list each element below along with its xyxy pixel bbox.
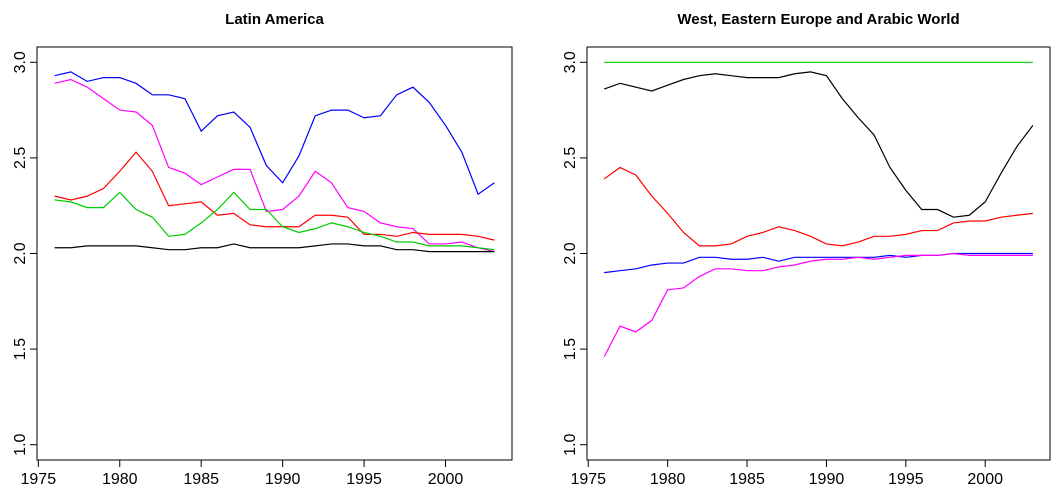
y-tick-label: 1.5	[12, 338, 29, 360]
x-tick-label: 1980	[650, 471, 686, 488]
series-line	[54, 71, 495, 196]
series-line	[54, 151, 495, 241]
y-tick-label: 2.5	[12, 147, 29, 169]
x-tick-label: 2000	[967, 471, 1003, 488]
series-line	[54, 78, 495, 253]
x-tick-label: 1975	[570, 471, 606, 488]
y-tick-label: 1.5	[562, 338, 579, 360]
y-tick-label: 3.0	[562, 51, 579, 73]
y-tick-label: 2.0	[12, 242, 29, 264]
x-tick-label: 2000	[428, 471, 464, 488]
x-tick-label: 1985	[729, 471, 765, 488]
x-tick-label: 1990	[809, 471, 845, 488]
series-line	[54, 243, 495, 253]
x-tick-label: 1985	[183, 471, 219, 488]
x-tick-label: 1975	[21, 471, 57, 488]
series-line	[603, 252, 1033, 358]
x-tick-label: 1995	[346, 471, 382, 488]
y-tick-label: 1.0	[562, 433, 579, 455]
y-tick-label: 3.0	[12, 51, 29, 73]
plot-frame	[36, 46, 513, 461]
series-line	[603, 166, 1033, 247]
series-line	[603, 71, 1034, 218]
y-tick-label: 2.5	[562, 147, 579, 169]
series-line	[54, 191, 495, 251]
x-tick-label: 1980	[102, 471, 138, 488]
y-tick-label: 1.0	[12, 433, 29, 455]
x-tick-label: 1990	[265, 471, 301, 488]
x-tick-label: 1995	[888, 471, 924, 488]
chart-title: Latin America	[225, 11, 324, 28]
series-line	[604, 252, 1033, 274]
y-tick-label: 2.0	[562, 242, 579, 264]
chart-title: West, Eastern Europe and Arabic World	[677, 11, 959, 28]
